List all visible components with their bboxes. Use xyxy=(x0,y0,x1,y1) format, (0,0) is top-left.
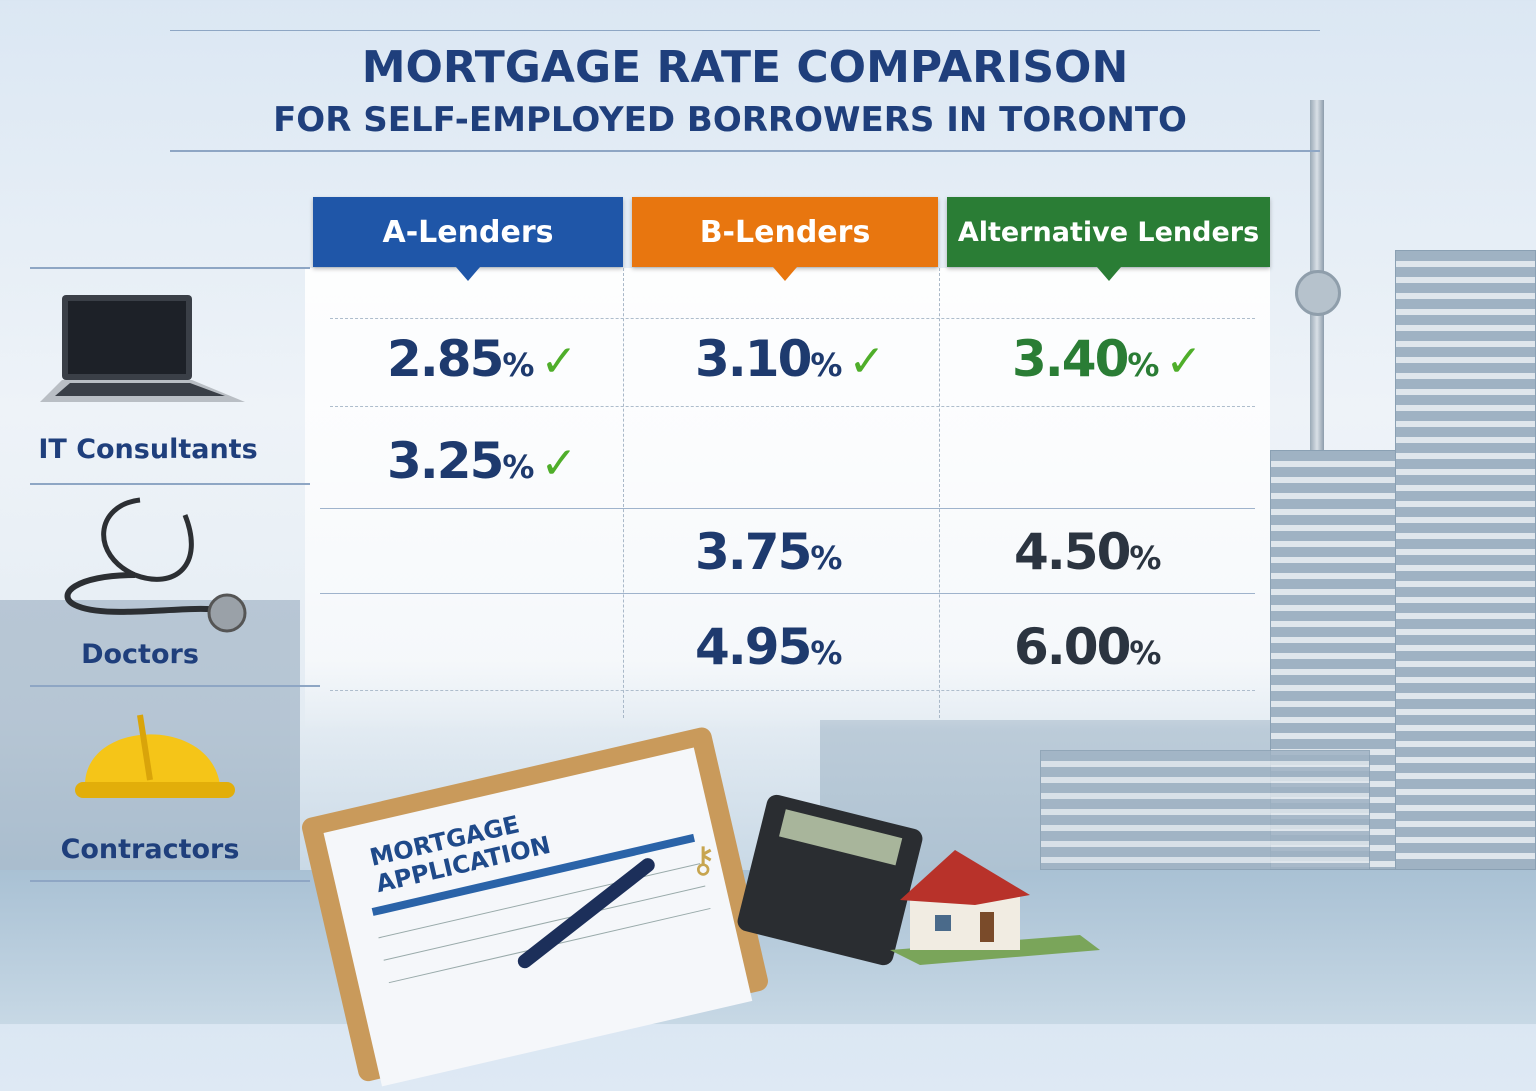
page-subtitle: FOR SELF-EMPLOYED BORROWERS IN TORONTO xyxy=(273,100,1187,140)
rate-alt-row1: 3.40% ✓ xyxy=(1012,330,1202,388)
page-title: MORTGAGE RATE COMPARISON xyxy=(361,42,1129,93)
title-rule xyxy=(170,150,1320,152)
header-label: Alternative Lenders xyxy=(957,216,1260,248)
header-b-lenders: B-Lenders xyxy=(632,197,938,281)
check-icon: ✓ xyxy=(848,336,885,387)
house-icon xyxy=(890,850,1100,965)
title-rule xyxy=(170,30,1320,31)
header-label: B-Lenders xyxy=(699,214,871,250)
check-icon: ✓ xyxy=(540,438,577,489)
header-alternative-lenders: Alternative Lenders xyxy=(947,197,1270,281)
check-icon: ✓ xyxy=(1165,336,1202,387)
header-label: A-Lenders xyxy=(382,214,554,250)
category-contractors: Contractors xyxy=(60,834,240,865)
category-divider xyxy=(30,267,310,269)
lowrise-building xyxy=(1040,750,1370,870)
row-divider xyxy=(330,406,1255,407)
rate-b-row4: 4.95% xyxy=(695,618,843,676)
laptop-icon xyxy=(40,295,245,402)
column-divider xyxy=(939,268,940,718)
category-it-consultants: IT Consultants xyxy=(38,434,258,465)
header-a-lenders: A-Lenders xyxy=(313,197,623,281)
row-divider xyxy=(330,318,1255,319)
row-divider xyxy=(330,690,1255,691)
rate-alt-row4: 6.00% xyxy=(1014,618,1162,676)
row-divider xyxy=(320,508,1255,509)
rate-b-row3: 3.75% xyxy=(695,523,843,581)
condo-tower xyxy=(1395,250,1536,870)
hard-hat-icon xyxy=(75,714,235,798)
row-divider xyxy=(320,593,1255,594)
cn-tower-pod xyxy=(1295,270,1341,316)
category-divider xyxy=(30,483,310,485)
column-divider xyxy=(623,268,624,718)
rate-table xyxy=(305,268,1270,730)
rate-a-row2: 3.25% ✓ xyxy=(387,432,577,490)
category-doctors: Doctors xyxy=(81,639,199,670)
category-divider xyxy=(30,685,320,687)
application-form: MORTGAGE APPLICATION xyxy=(323,747,753,1087)
rate-b-row1: 3.10% ✓ xyxy=(695,330,885,388)
check-icon: ✓ xyxy=(540,336,577,387)
rate-a-row1: 2.85% ✓ xyxy=(387,330,577,388)
keys-icon: ⚷ xyxy=(690,840,717,881)
clipboard: MORTGAGE APPLICATION xyxy=(300,725,770,1087)
rate-alt-row3: 4.50% xyxy=(1014,523,1162,581)
stethoscope-icon xyxy=(64,497,247,633)
category-divider xyxy=(30,880,310,882)
